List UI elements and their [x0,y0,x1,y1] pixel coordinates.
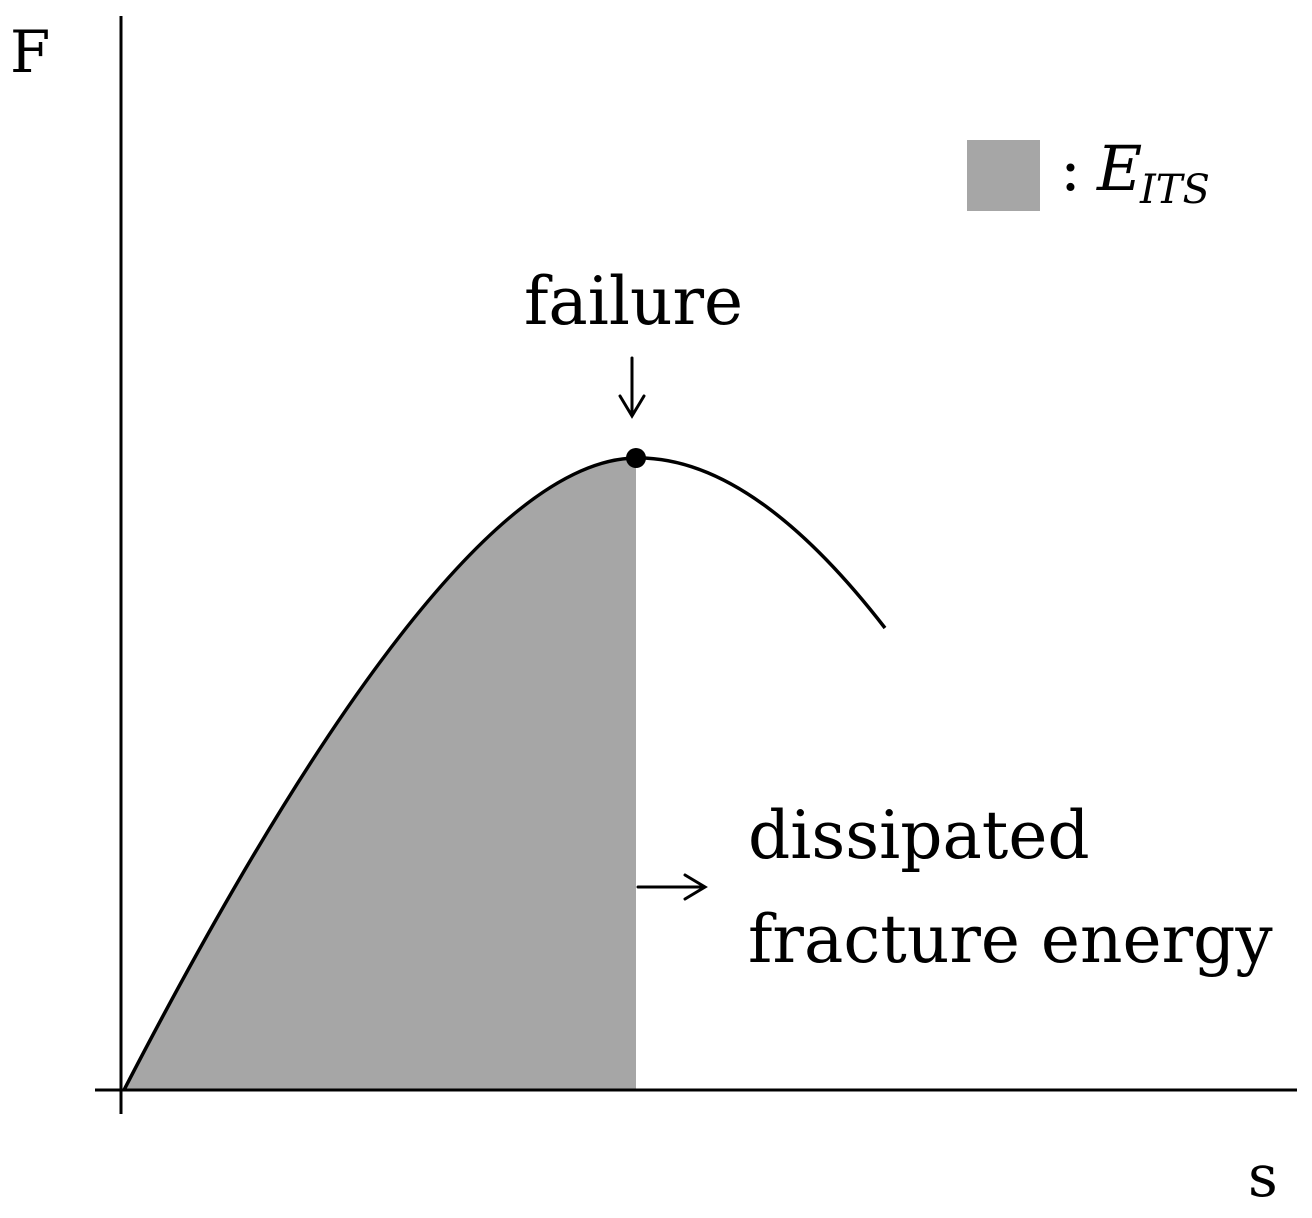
legend-label: E ITS [1096,132,1210,213]
x-axis-label: s [1248,1142,1278,1210]
region-label-line2: fracture energy [748,901,1273,978]
region-arrow [636,873,708,901]
y-axis-label: F [10,18,50,86]
legend-symbol: E [1096,132,1142,205]
legend-subscript: ITS [1139,167,1210,213]
failure-arrow [618,356,646,419]
failure-label: failure [524,263,743,340]
legend: : E ITS [967,132,1210,213]
failure-point [626,448,646,468]
region-label-line1: dissipated [748,797,1090,874]
dissipated-energy-area [124,458,636,1090]
legend-colon: : [1060,132,1081,205]
force-displacement-curve [122,456,887,1091]
legend-swatch [967,140,1040,211]
